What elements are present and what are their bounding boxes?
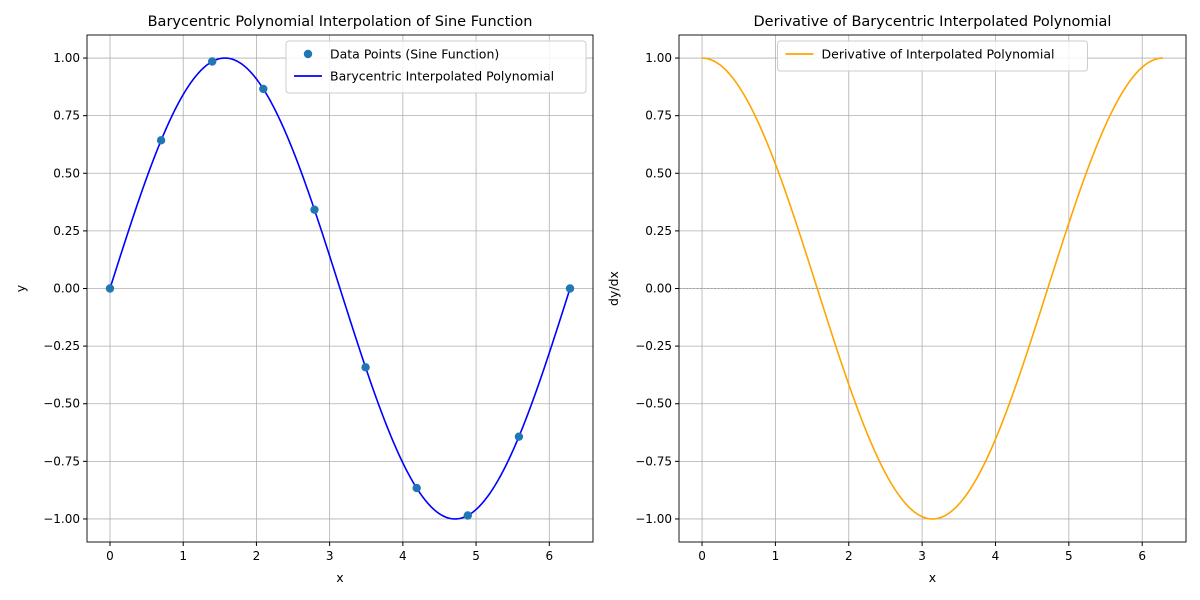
legend-box bbox=[777, 40, 1088, 72]
data-point bbox=[412, 483, 421, 493]
x-tick-label: 3 bbox=[326, 549, 334, 563]
chart-2: 0 1 2 3 4 5 6 −1.00 −0.75 −0.50 −0.25 0.00 0.25 0.50 0… bbox=[606, 14, 1187, 585]
legend-box bbox=[285, 40, 587, 94]
axes-frame bbox=[678, 34, 1187, 543]
y-tick-label: 1.00 bbox=[53, 51, 80, 65]
x-tick-label: 5 bbox=[472, 549, 480, 563]
chart-1: 0 1 2 3 4 5 6 −1.00 −0.75 −0.50 −0.25 0.00 0.25 0.50 0… bbox=[13, 14, 594, 585]
data-point bbox=[361, 363, 370, 372]
data-point bbox=[208, 57, 217, 66]
y-tick-label: 0.75 bbox=[53, 109, 80, 123]
x-tick-label: 1 bbox=[772, 549, 780, 563]
data-point bbox=[310, 205, 319, 214]
y-tick-label: −0.50 bbox=[43, 397, 80, 411]
data-point bbox=[463, 511, 472, 520]
data-point bbox=[105, 284, 115, 293]
x-axis-label: x bbox=[929, 570, 936, 585]
data-point bbox=[259, 84, 268, 94]
legend: Derivative of Interpolated Polynomial bbox=[777, 40, 1088, 72]
y-tick-label: 1.00 bbox=[645, 51, 672, 65]
data-point bbox=[514, 432, 524, 441]
y-tick-label: 0.25 bbox=[645, 224, 672, 238]
axes-frame bbox=[86, 34, 594, 543]
y-tick-label: 0.75 bbox=[645, 109, 672, 123]
y-tick-label: −0.50 bbox=[635, 397, 672, 411]
y-tick-label: −0.75 bbox=[635, 454, 672, 468]
x-tick-label: 4 bbox=[399, 549, 407, 563]
y-tick-label: 0.50 bbox=[53, 166, 80, 180]
series-line bbox=[109, 57, 571, 520]
y-tick-label: 0.00 bbox=[645, 282, 672, 296]
x-tick-label: 1 bbox=[179, 549, 187, 563]
legend-label: Barycentric Interpolated Polynomial bbox=[330, 69, 554, 84]
x-tick-label: 4 bbox=[992, 549, 1000, 563]
y-tick-label: −1.00 bbox=[635, 512, 672, 526]
y-tick-label: 0.50 bbox=[645, 166, 672, 180]
x-tick-label: 2 bbox=[253, 549, 261, 563]
y-tick-label: 0.00 bbox=[53, 282, 80, 296]
y-tick-label: −0.75 bbox=[43, 454, 80, 468]
y-tick-label: −0.25 bbox=[635, 339, 672, 353]
x-axis-label: x bbox=[336, 570, 343, 585]
y-tick-label: −0.25 bbox=[43, 339, 80, 353]
chart-title: Derivative of Barycentric Interpolated P… bbox=[754, 14, 1112, 30]
y-tick-label: 0.25 bbox=[53, 224, 80, 238]
y-axis-label: y bbox=[13, 284, 28, 292]
x-tick-label: 0 bbox=[698, 549, 706, 563]
data-point bbox=[156, 136, 166, 145]
x-tick-label: 2 bbox=[845, 549, 853, 563]
x-tick-label: 5 bbox=[1065, 549, 1073, 563]
legend-marker bbox=[303, 49, 313, 59]
series-line bbox=[702, 57, 1163, 520]
x-tick-label: 3 bbox=[918, 549, 926, 563]
legend: Data Points (Sine Function) Barycentric I… bbox=[285, 40, 587, 94]
legend-label: Data Points (Sine Function) bbox=[330, 47, 499, 62]
x-tick-label: 0 bbox=[106, 549, 114, 563]
y-tick-label: −1.00 bbox=[43, 512, 80, 526]
x-tick-label: 6 bbox=[1138, 549, 1146, 563]
data-point bbox=[565, 284, 575, 293]
x-tick-label: 6 bbox=[545, 549, 553, 563]
legend-label: Derivative of Interpolated Polynomial bbox=[822, 47, 1055, 62]
y-axis-label: dy/dx bbox=[606, 271, 621, 306]
chart-title: Barycentric Polynomial Interpolation of … bbox=[148, 14, 533, 30]
